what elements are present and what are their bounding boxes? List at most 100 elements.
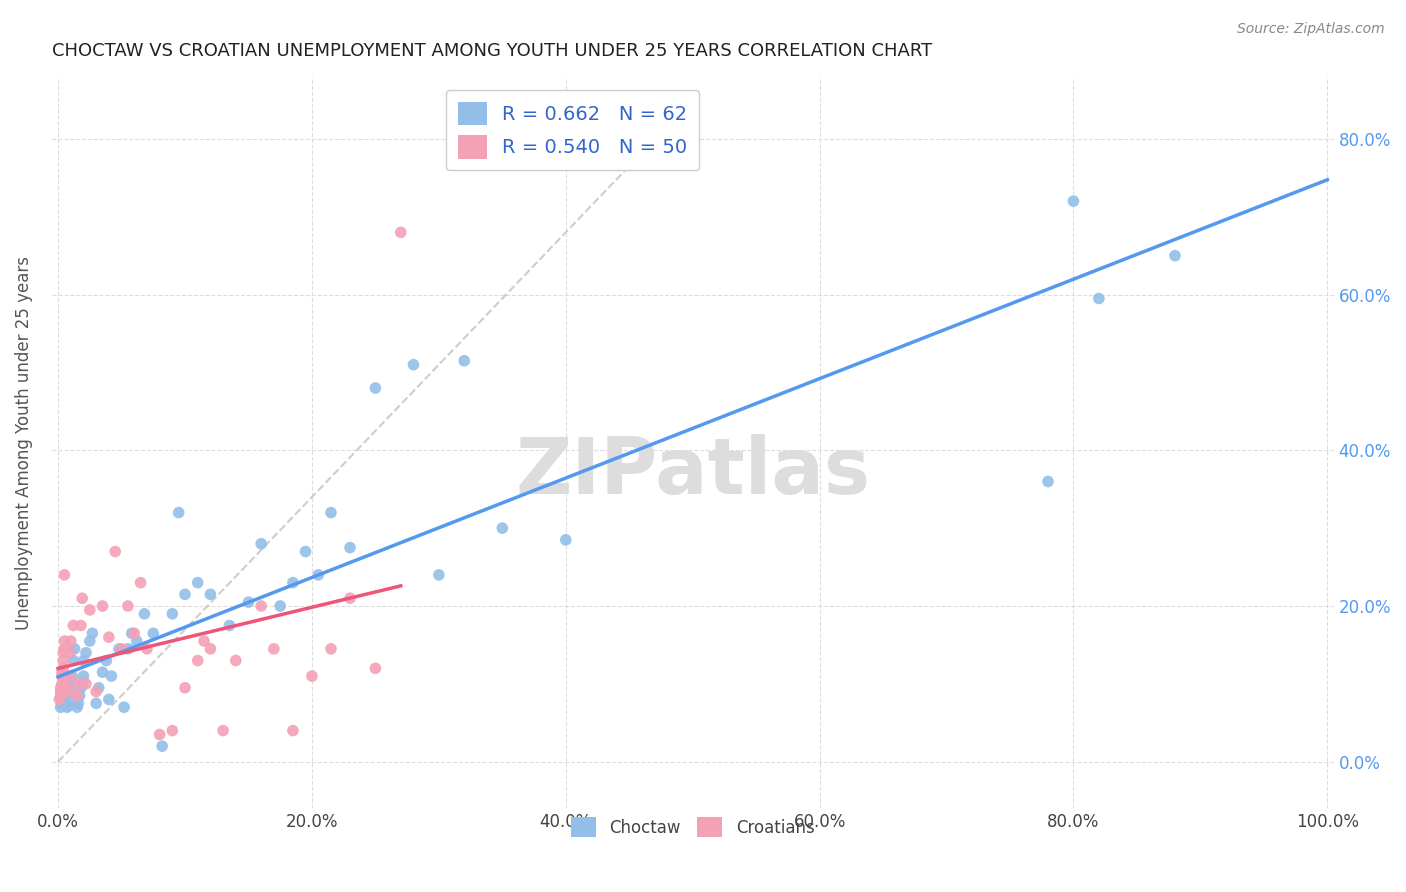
Point xyxy=(53,684,76,698)
Point xyxy=(53,634,76,648)
Point xyxy=(49,700,72,714)
Point xyxy=(75,646,97,660)
Point xyxy=(149,727,172,741)
Point xyxy=(48,692,70,706)
Point xyxy=(97,630,120,644)
Point xyxy=(53,641,76,656)
Point xyxy=(554,533,576,547)
Point xyxy=(117,599,139,613)
Point xyxy=(307,567,329,582)
Point xyxy=(51,677,73,691)
Point xyxy=(1164,249,1187,263)
Point xyxy=(427,567,450,582)
Point xyxy=(58,681,80,695)
Point xyxy=(52,653,75,667)
Point xyxy=(250,599,273,613)
Point xyxy=(62,653,84,667)
Point xyxy=(70,591,93,606)
Point xyxy=(63,641,86,656)
Point xyxy=(58,669,80,683)
Point xyxy=(75,677,97,691)
Point xyxy=(193,634,215,648)
Point xyxy=(112,700,135,714)
Point xyxy=(364,381,387,395)
Point xyxy=(58,646,80,660)
Point xyxy=(66,700,89,714)
Point xyxy=(136,641,159,656)
Point xyxy=(91,665,114,680)
Point xyxy=(281,723,304,738)
Point xyxy=(96,653,118,667)
Point xyxy=(58,692,80,706)
Point xyxy=(72,669,94,683)
Point xyxy=(134,607,156,621)
Point xyxy=(52,661,75,675)
Point xyxy=(319,641,342,656)
Point xyxy=(174,587,197,601)
Point xyxy=(62,618,84,632)
Point xyxy=(60,669,83,683)
Point xyxy=(238,595,260,609)
Point xyxy=(1088,292,1111,306)
Point xyxy=(301,669,323,683)
Point xyxy=(142,626,165,640)
Point xyxy=(339,591,361,606)
Point xyxy=(187,575,209,590)
Point xyxy=(53,567,76,582)
Point xyxy=(67,696,90,710)
Point xyxy=(70,618,93,632)
Point xyxy=(122,626,145,640)
Point xyxy=(59,681,82,695)
Point xyxy=(162,723,184,738)
Point xyxy=(167,506,190,520)
Point xyxy=(69,689,91,703)
Point xyxy=(319,506,342,520)
Point xyxy=(294,544,316,558)
Point xyxy=(52,646,75,660)
Point xyxy=(281,575,304,590)
Point xyxy=(491,521,513,535)
Point xyxy=(66,689,89,703)
Point xyxy=(79,603,101,617)
Point xyxy=(58,684,80,698)
Point xyxy=(218,618,240,632)
Point xyxy=(49,684,72,698)
Point xyxy=(100,669,122,683)
Point xyxy=(212,723,235,738)
Point xyxy=(263,641,285,656)
Point xyxy=(269,599,291,613)
Point xyxy=(453,353,475,368)
Point xyxy=(108,641,131,656)
Point xyxy=(79,634,101,648)
Point xyxy=(364,661,387,675)
Point xyxy=(110,641,132,656)
Point xyxy=(187,653,209,667)
Point xyxy=(339,541,361,555)
Point xyxy=(72,653,94,667)
Point xyxy=(58,698,80,713)
Point xyxy=(70,681,93,695)
Point xyxy=(1062,194,1084,209)
Point xyxy=(59,634,82,648)
Point xyxy=(200,641,222,656)
Point xyxy=(51,669,73,683)
Text: CHOCTAW VS CROATIAN UNEMPLOYMENT AMONG YOUTH UNDER 25 YEARS CORRELATION CHART: CHOCTAW VS CROATIAN UNEMPLOYMENT AMONG Y… xyxy=(52,42,932,60)
Point xyxy=(389,225,412,239)
Point xyxy=(56,684,79,698)
Point xyxy=(56,700,79,714)
Point xyxy=(97,692,120,706)
Point xyxy=(125,634,148,648)
Point xyxy=(51,665,73,680)
Point xyxy=(402,358,425,372)
Point xyxy=(87,681,110,695)
Point xyxy=(70,677,93,691)
Legend: Choctaw, Croatians: Choctaw, Croatians xyxy=(564,810,821,844)
Point xyxy=(174,681,197,695)
Text: Source: ZipAtlas.com: Source: ZipAtlas.com xyxy=(1237,22,1385,37)
Point xyxy=(200,587,222,601)
Point xyxy=(49,681,72,695)
Point xyxy=(117,641,139,656)
Point xyxy=(51,692,73,706)
Point xyxy=(52,689,75,703)
Point xyxy=(162,607,184,621)
